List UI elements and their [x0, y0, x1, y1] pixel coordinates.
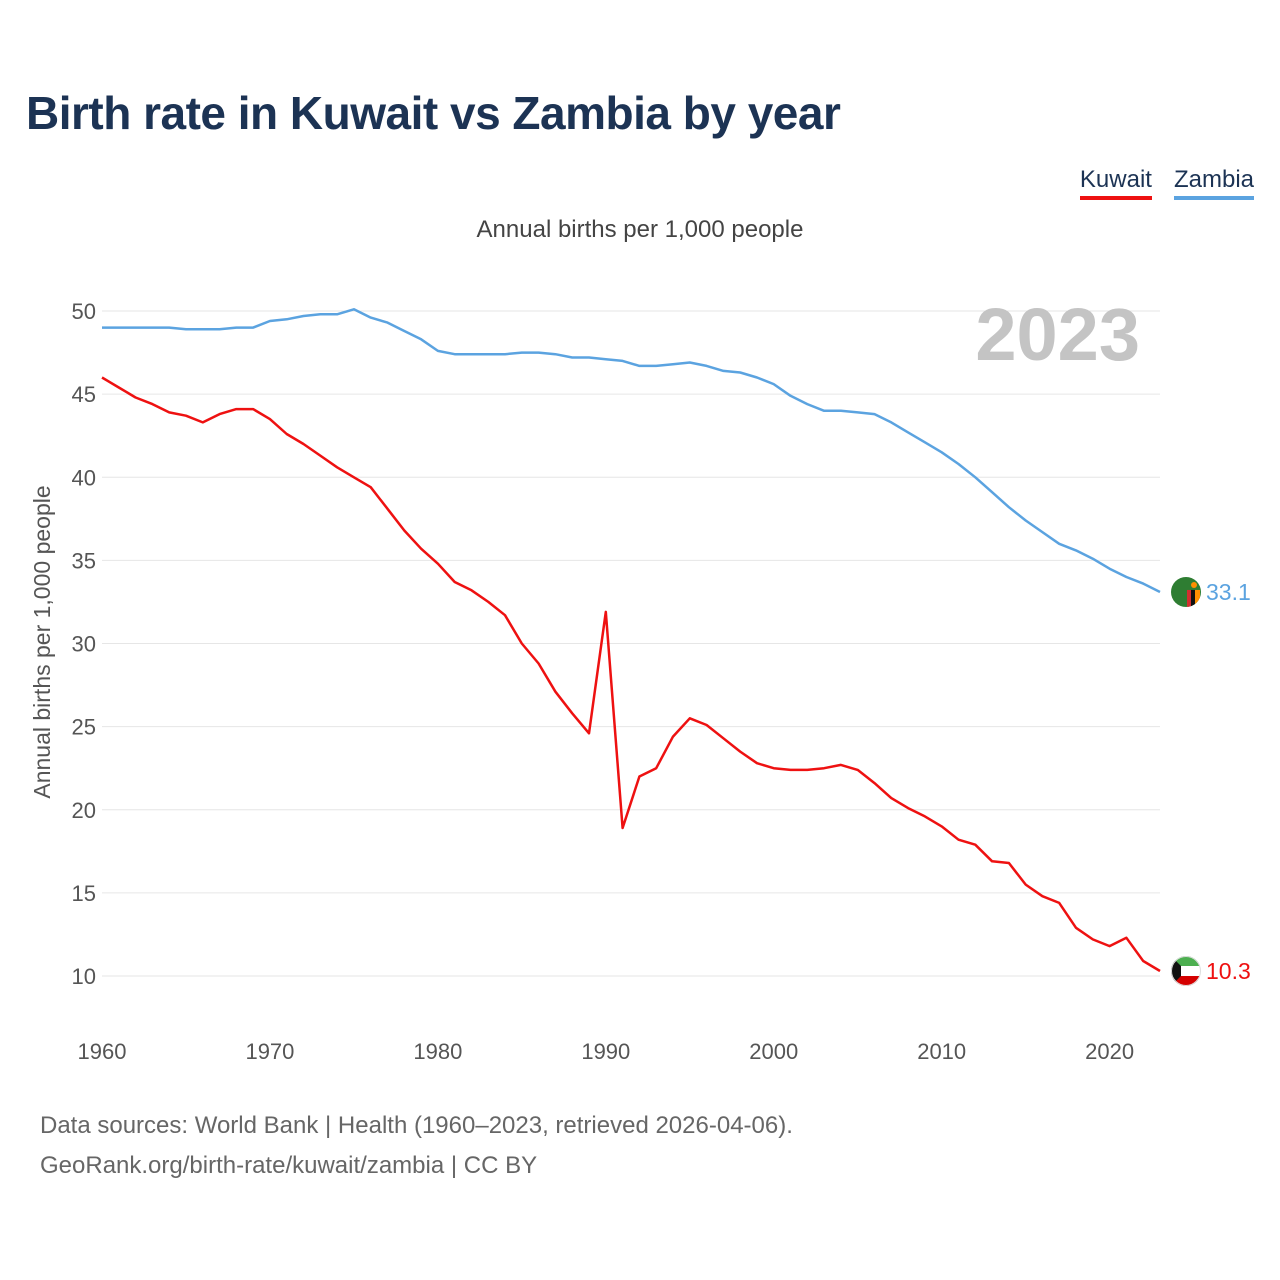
chart-title: Birth rate in Kuwait vs Zambia by year [26, 87, 841, 139]
x-tick-2020: 2020 [1085, 1039, 1134, 1064]
kuwait-flag-icon [1171, 956, 1201, 987]
zambia-flag-icon [1171, 576, 1201, 607]
y-tick-10: 10 [72, 964, 96, 989]
end-label-zambia: 33.1 [1206, 579, 1251, 605]
legend: Kuwait Zambia [1079, 166, 1254, 200]
x-tick-1970: 1970 [245, 1039, 294, 1064]
y-tick-40: 40 [72, 465, 96, 490]
legend-item-kuwait[interactable]: Kuwait [1079, 166, 1152, 200]
series-line-zambia [102, 308, 1161, 594]
y-axis-label: Annual births per 1,000 people [29, 485, 55, 798]
series-line-kuwait [101, 376, 1161, 973]
year-watermark: 2023 [975, 293, 1140, 376]
y-tick-45: 45 [72, 382, 96, 407]
x-tick-1980: 1980 [413, 1039, 462, 1064]
x-tick-1990: 1990 [581, 1039, 630, 1064]
y-tick-35: 35 [72, 548, 96, 573]
footer: Data sources: World Bank | Health (1960–… [40, 1106, 793, 1186]
y-tick-15: 15 [72, 881, 96, 906]
footer-sources: Data sources: World Bank | Health (1960–… [40, 1112, 793, 1139]
chart-subtitle: Annual births per 1,000 people [476, 216, 804, 243]
y-tick-25: 25 [72, 715, 96, 740]
legend-item-zambia[interactable]: Zambia [1173, 166, 1254, 200]
end-label-kuwait: 10.3 [1206, 958, 1251, 984]
y-tick-50: 50 [72, 299, 96, 324]
x-tick-1960: 1960 [78, 1039, 127, 1064]
y-tick-20: 20 [72, 798, 96, 823]
footer-source-link[interactable]: GeoRank.org/birth-rate/kuwait/zambia | C… [40, 1152, 538, 1179]
x-tick-2000: 2000 [749, 1039, 798, 1064]
y-tick-30: 30 [72, 632, 96, 657]
x-tick-2010: 2010 [917, 1039, 966, 1064]
